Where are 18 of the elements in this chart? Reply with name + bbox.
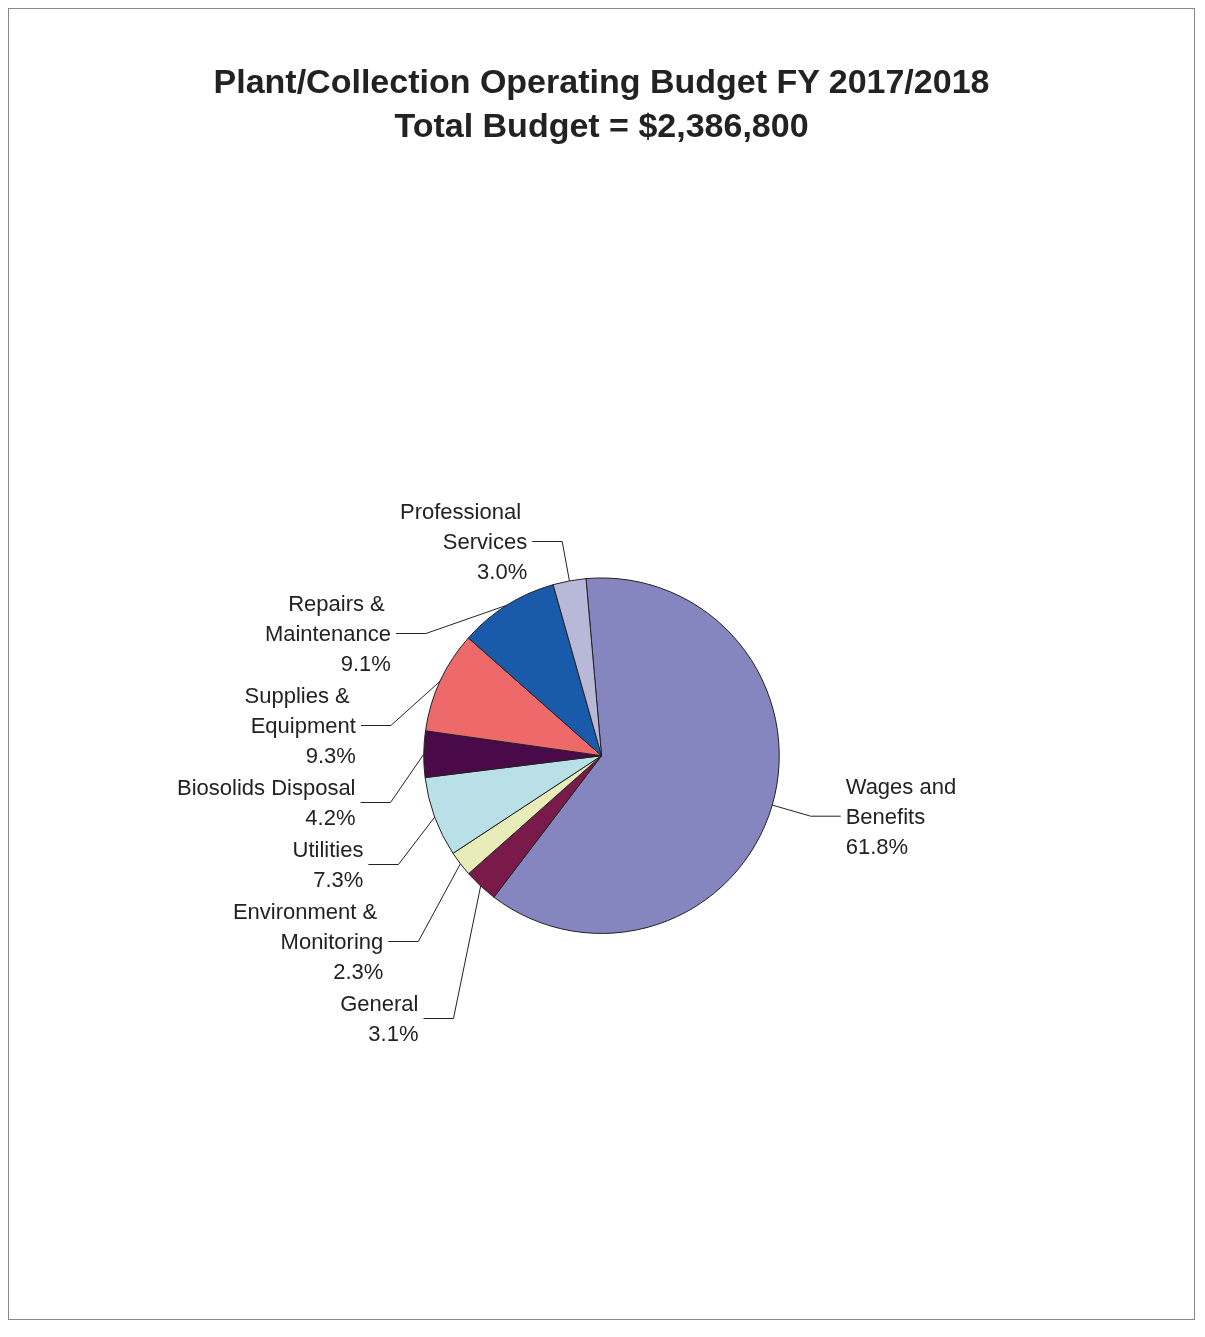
slice-label: Repairs & Maintenance <box>264 591 391 647</box>
data-label: 9.3% <box>305 743 356 769</box>
slice-label: Professional Services <box>400 499 528 555</box>
data-label: 7.3% <box>313 867 364 893</box>
chart-subtitle: Total Budget = $2,386,800 <box>394 106 809 144</box>
data-label: 3.1% <box>368 1021 419 1047</box>
data-label: 2.3% <box>333 959 384 985</box>
slice-label: Wages and Benefits <box>845 773 963 829</box>
slice-label: Utilities <box>292 837 364 863</box>
slice-label: Supplies & Equipment <box>244 683 356 739</box>
slice-label: Environment & Monitoring <box>232 899 384 955</box>
data-label: 3.0% <box>477 559 528 585</box>
data-label: 4.2% <box>305 805 356 831</box>
data-label: 9.1% <box>340 651 391 677</box>
data-label: 61.8% <box>845 833 909 859</box>
slice-label: Biosolids Disposal <box>176 775 356 801</box>
slice-label: General <box>340 991 419 1017</box>
chart-title: Plant/Collection Operating Budget FY 2017/2018 <box>213 62 990 100</box>
